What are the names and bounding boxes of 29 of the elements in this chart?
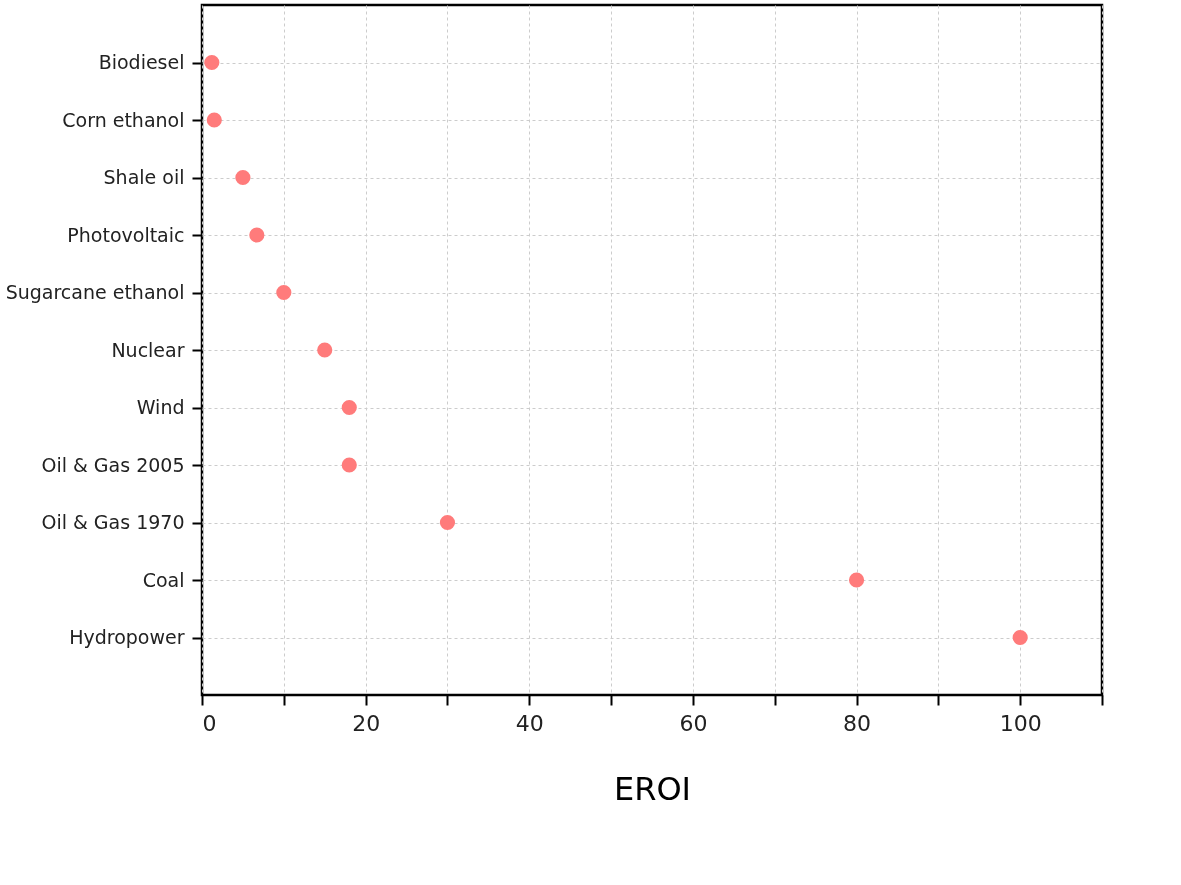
point: [276, 284, 292, 301]
x-tick-label: 40: [515, 710, 544, 736]
x-tick-label: 100: [999, 710, 1042, 736]
y-tick-label: Nuclear: [111, 338, 185, 361]
x-tick-label: 80: [843, 710, 872, 736]
point: [249, 227, 265, 243]
point: [206, 112, 222, 128]
y-tick-label: Sugarcane ethanol: [5, 281, 185, 303]
point: [204, 54, 220, 71]
y-tick-label: Coal: [142, 568, 185, 591]
point: [235, 169, 251, 186]
y-tick-label: Wind: [136, 396, 185, 418]
x-axis-title: EROI: [613, 769, 692, 808]
point: [439, 514, 456, 531]
y-tick-label: Biodiesel: [98, 51, 185, 73]
point: [1012, 629, 1028, 646]
y-tick-label: Hydropower: [69, 626, 185, 648]
point: [317, 342, 333, 358]
point: [341, 457, 357, 473]
y-tick-label: Corn ethanol: [62, 108, 185, 131]
y-tick-label: Oil & Gas 1970: [41, 511, 185, 533]
point: [341, 399, 357, 416]
point: [848, 572, 865, 588]
x-tick-label: 20: [352, 710, 381, 736]
x-tick-label: 60: [679, 710, 708, 736]
y-tick-label: Oil & Gas 2005: [41, 453, 185, 476]
x-tick-label: 0: [202, 710, 217, 736]
y-tick-label: Shale oil: [103, 166, 185, 188]
y-tick-label: Photovoltaic: [67, 223, 185, 246]
